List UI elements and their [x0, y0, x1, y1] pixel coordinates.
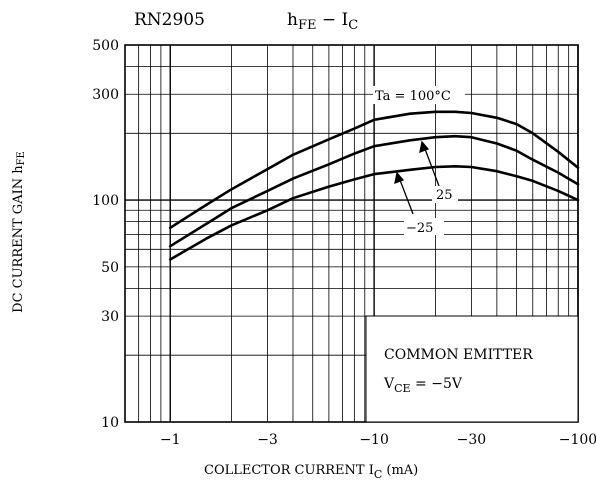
x-axis-label-sub: C — [374, 468, 382, 481]
chart-title-sep-sub: C — [348, 18, 358, 33]
chart-title-main-sub: FE — [298, 18, 317, 33]
y-tick-label: 100 — [92, 193, 119, 209]
x-axis-label-text: COLLECTOR CURRENT I — [204, 463, 374, 478]
y-axis-label-sub: FE — [16, 151, 27, 165]
annotation-arrows — [394, 140, 440, 215]
annotation-m25-bg — [404, 218, 444, 235]
y-tick-label: 300 — [92, 87, 119, 103]
annotation-m25: −25 — [406, 221, 433, 236]
plot-border — [124, 44, 579, 423]
y-axis-label: DC CURRENT GAIN hFE — [11, 151, 27, 313]
chart-title: hFE − IC — [287, 10, 358, 33]
series-line-0 — [168, 110, 580, 230]
condition-box — [365, 315, 579, 423]
y-tick-label: 50 — [101, 260, 119, 276]
y-tick-labels: 500 300 100 50 30 10 — [92, 38, 119, 431]
x-tick-labels: −1 −3 −10 −30 −100 — [160, 432, 596, 448]
y-tick-label: 500 — [92, 38, 119, 54]
x-axis-label: COLLECTOR CURRENT IC (mA) — [204, 463, 418, 481]
y-tick-label: 10 — [101, 415, 119, 431]
arrow-25-head — [419, 140, 430, 154]
condition-v: V — [383, 376, 395, 392]
annotation-ta-bg — [373, 86, 465, 104]
chart-title-main: h — [287, 10, 298, 30]
x-tick-label: −10 — [359, 432, 389, 448]
condition-v-sub: CE — [394, 382, 410, 395]
annotation-25-bg — [432, 186, 458, 203]
condition-v-rest: = −5V — [411, 376, 463, 392]
y-axis-label-text: DC CURRENT GAIN h — [11, 165, 26, 313]
y-tick-label: 30 — [101, 309, 119, 325]
series-group — [168, 110, 580, 261]
arrow-m25-head — [394, 171, 405, 185]
chart-part-number: RN2905 — [134, 10, 205, 30]
plot-frame — [124, 44, 579, 423]
annotation-25: 25 — [436, 188, 453, 203]
x-axis-label-unit: (mA) — [382, 463, 418, 478]
chart-title-sep: − I — [316, 10, 348, 30]
x-tick-label: −100 — [559, 432, 596, 448]
x-tick-label: −3 — [257, 432, 278, 448]
arrow-25-line — [424, 148, 440, 187]
condition-line1: COMMON EMITTER — [384, 347, 533, 363]
x-tick-label: −1 — [160, 432, 181, 448]
x-tick-label: −30 — [457, 432, 487, 448]
series-line-2 — [168, 165, 580, 261]
arrow-m25-line — [399, 179, 414, 215]
condition-line2: VCE = −5V — [383, 376, 463, 395]
annotation-ta: Ta = 100°C — [375, 89, 451, 104]
series-line-1 — [168, 134, 580, 248]
